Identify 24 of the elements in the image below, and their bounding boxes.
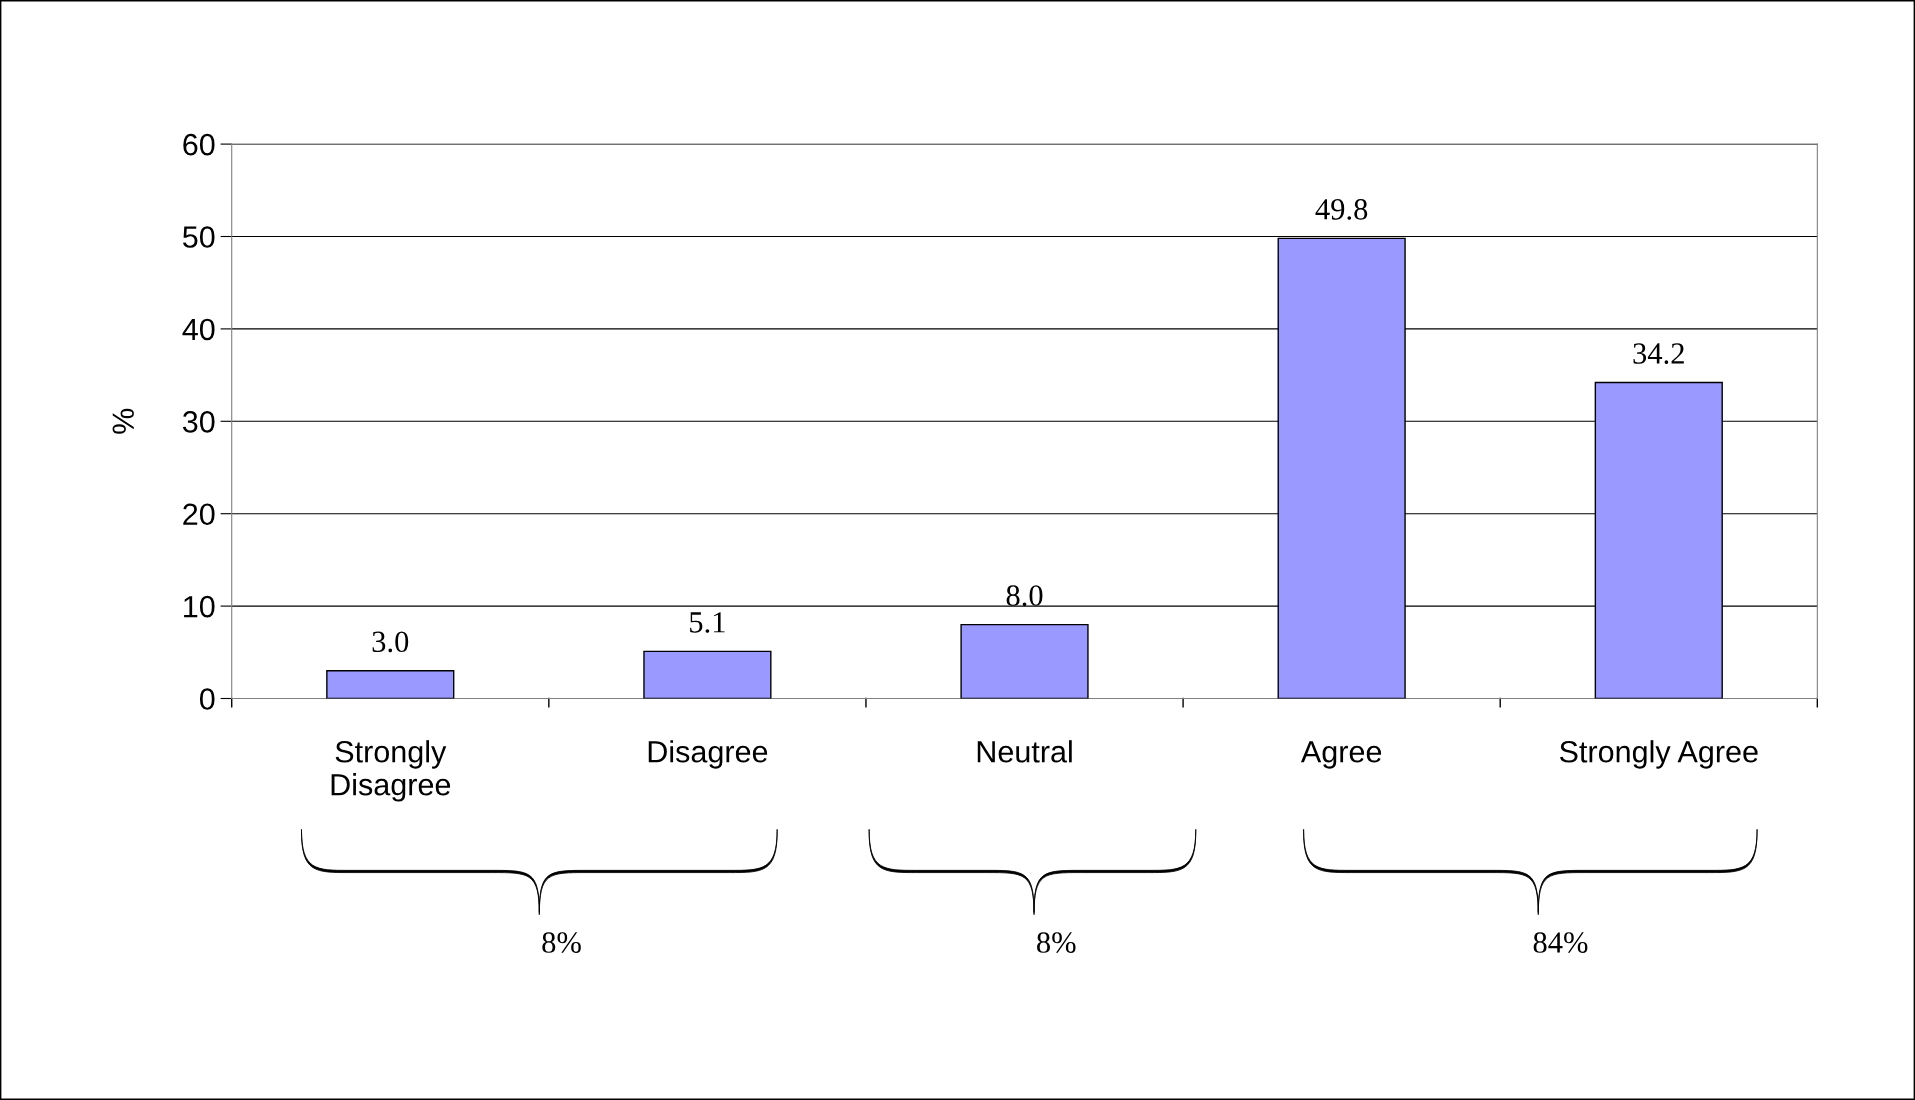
data-label: 8.0 — [1006, 585, 1043, 607]
x-tick-label: Strongly Disagree — [331, 740, 451, 802]
x-tick-label: Strongly Agree — [1559, 740, 1758, 769]
bar — [960, 623, 1089, 699]
y-tick-label: 20 — [183, 503, 215, 526]
data-label: 3.0 — [372, 631, 409, 653]
text: 84% — [1533, 932, 1588, 953]
data-label: 34.2 — [1633, 343, 1684, 364]
x-tick-label: Neutral — [977, 740, 1072, 763]
y-tick-label: 0 — [199, 688, 215, 710]
bar — [326, 670, 455, 699]
bar — [643, 650, 772, 699]
x-tick-label: Agree — [1300, 741, 1382, 769]
text: 8% — [542, 932, 581, 953]
data-label: 49.8 — [1315, 199, 1368, 220]
y-axis-title: % — [112, 408, 134, 434]
y-tick-label: 60 — [183, 133, 215, 156]
y-tick-label: 30 — [182, 411, 215, 433]
y-tick-label: 10 — [184, 595, 215, 618]
y-tick-label: 40 — [182, 318, 215, 341]
x-tick-label: Disagree — [648, 740, 768, 769]
data-label: 5.1 — [690, 612, 725, 633]
y-tick-label: 50 — [182, 226, 215, 248]
text: 8% — [1037, 932, 1076, 953]
